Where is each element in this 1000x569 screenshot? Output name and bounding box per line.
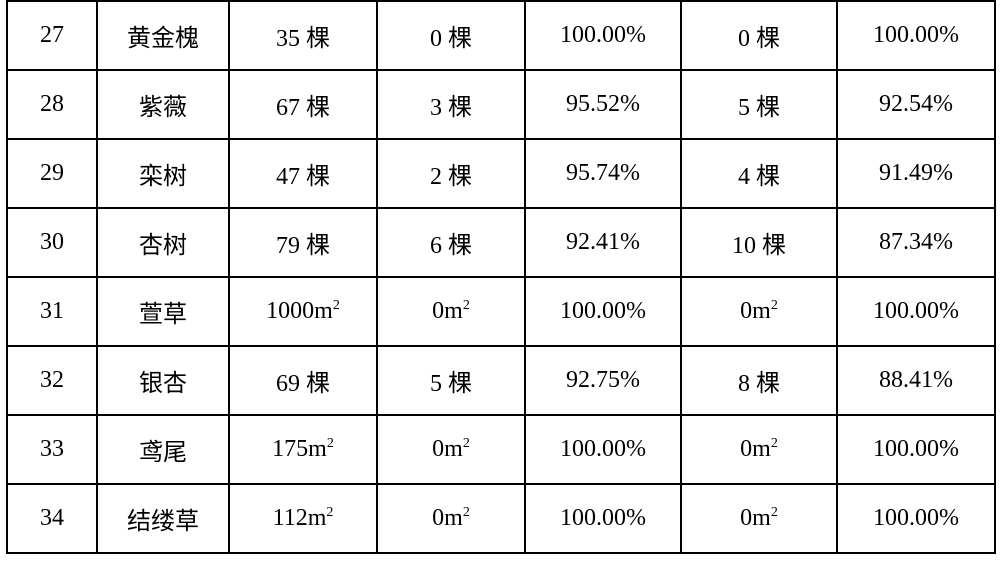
cell-name: 银杏 [97, 346, 229, 415]
cell-name: 紫薇 [97, 70, 229, 139]
cell-p2: 87.34% [837, 208, 995, 277]
cell-qty: 1000m2 [229, 277, 377, 346]
cell-d2: 0m2 [681, 484, 837, 553]
table-row: 27黄金槐35 棵0 棵100.00%0 棵100.00% [7, 1, 995, 70]
cell-d1: 0m2 [377, 484, 525, 553]
cell-name: 萱草 [97, 277, 229, 346]
cell-qty: 112m2 [229, 484, 377, 553]
cell-idx: 32 [7, 346, 97, 415]
cell-p2: 92.54% [837, 70, 995, 139]
cell-name: 结缕草 [97, 484, 229, 553]
cell-d2: 5 棵 [681, 70, 837, 139]
cell-qty: 35 棵 [229, 1, 377, 70]
table-row: 34结缕草112m20m2100.00%0m2100.00% [7, 484, 995, 553]
cell-name: 杏树 [97, 208, 229, 277]
table-row: 33鸢尾175m20m2100.00%0m2100.00% [7, 415, 995, 484]
cell-p1: 100.00% [525, 277, 681, 346]
cell-idx: 33 [7, 415, 97, 484]
cell-name: 鸢尾 [97, 415, 229, 484]
cell-idx: 28 [7, 70, 97, 139]
cell-idx: 29 [7, 139, 97, 208]
cell-d2: 10 棵 [681, 208, 837, 277]
cell-qty: 67 棵 [229, 70, 377, 139]
cell-d1: 0 棵 [377, 1, 525, 70]
cell-p1: 95.52% [525, 70, 681, 139]
table-body: 27黄金槐35 棵0 棵100.00%0 棵100.00%28紫薇67 棵3 棵… [7, 1, 995, 553]
cell-p2: 100.00% [837, 277, 995, 346]
cell-d1: 6 棵 [377, 208, 525, 277]
cell-p1: 100.00% [525, 415, 681, 484]
cell-name: 黄金槐 [97, 1, 229, 70]
cell-p2: 88.41% [837, 346, 995, 415]
cell-qty: 175m2 [229, 415, 377, 484]
cell-idx: 31 [7, 277, 97, 346]
cell-p1: 95.74% [525, 139, 681, 208]
cell-d2: 0 棵 [681, 1, 837, 70]
plant-survival-table: 27黄金槐35 棵0 棵100.00%0 棵100.00%28紫薇67 棵3 棵… [6, 0, 996, 554]
cell-d2: 4 棵 [681, 139, 837, 208]
cell-idx: 30 [7, 208, 97, 277]
cell-d2: 0m2 [681, 277, 837, 346]
cell-d2: 8 棵 [681, 346, 837, 415]
cell-p1: 100.00% [525, 1, 681, 70]
cell-p1: 92.75% [525, 346, 681, 415]
table-row: 28紫薇67 棵3 棵95.52%5 棵92.54% [7, 70, 995, 139]
cell-qty: 69 棵 [229, 346, 377, 415]
cell-d1: 0m2 [377, 415, 525, 484]
cell-d1: 2 棵 [377, 139, 525, 208]
cell-p2: 91.49% [837, 139, 995, 208]
cell-p1: 100.00% [525, 484, 681, 553]
cell-p2: 100.00% [837, 484, 995, 553]
cell-p2: 100.00% [837, 1, 995, 70]
table-row: 30杏树79 棵6 棵92.41%10 棵87.34% [7, 208, 995, 277]
table-row: 32银杏69 棵5 棵92.75%8 棵88.41% [7, 346, 995, 415]
cell-qty: 47 棵 [229, 139, 377, 208]
cell-d1: 3 棵 [377, 70, 525, 139]
cell-d1: 0m2 [377, 277, 525, 346]
cell-p2: 100.00% [837, 415, 995, 484]
cell-idx: 34 [7, 484, 97, 553]
cell-idx: 27 [7, 1, 97, 70]
cell-name: 栾树 [97, 139, 229, 208]
cell-p1: 92.41% [525, 208, 681, 277]
cell-d1: 5 棵 [377, 346, 525, 415]
table-row: 31萱草1000m20m2100.00%0m2100.00% [7, 277, 995, 346]
cell-d2: 0m2 [681, 415, 837, 484]
cell-qty: 79 棵 [229, 208, 377, 277]
table-row: 29栾树47 棵2 棵95.74%4 棵91.49% [7, 139, 995, 208]
